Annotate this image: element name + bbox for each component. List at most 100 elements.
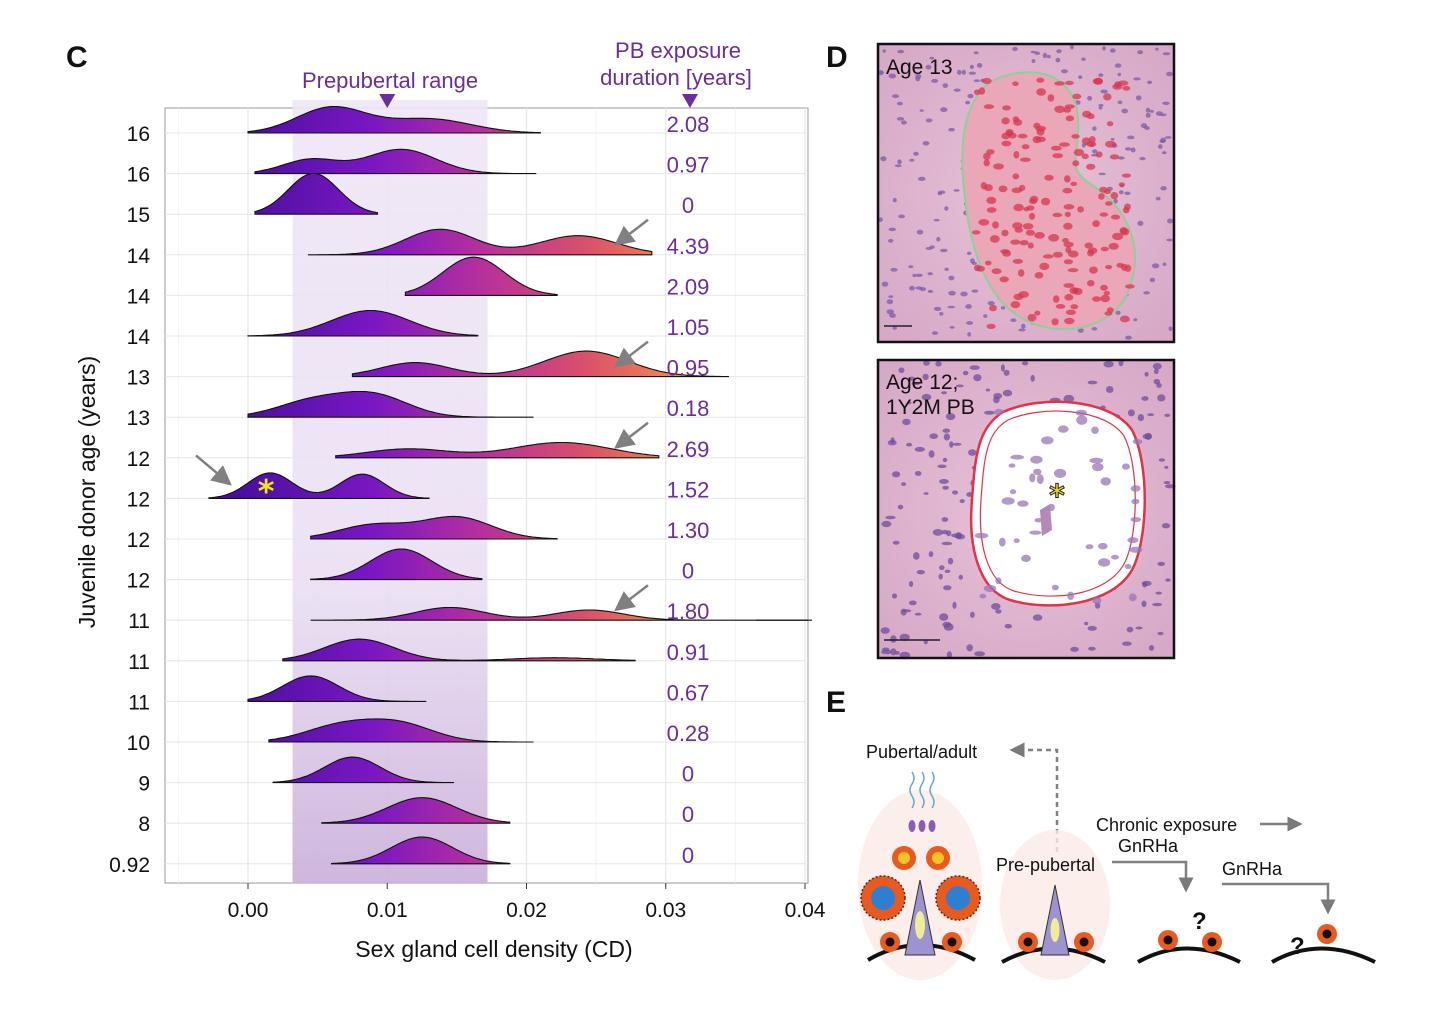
lumenCells-dot-18 <box>995 577 1002 585</box>
nucleiTop-dot-186 <box>1151 263 1160 269</box>
lumenCells-dot-24 <box>979 593 987 599</box>
nucleiTop-dot-245 <box>973 79 980 83</box>
nucleiBottom-dot-58 <box>1157 631 1164 636</box>
ridge-17 <box>321 797 511 824</box>
redCellsTop-dot-148 <box>1114 81 1121 88</box>
pb-label-3: 4.39 <box>667 234 710 259</box>
nucleiTop-dot-125 <box>1077 328 1084 333</box>
redCellsTop-dot-124 <box>1012 173 1020 180</box>
nucleiTop-dot-5 <box>912 273 917 278</box>
prepubertal-range-label: Prepubertal range <box>302 68 478 93</box>
redCellsTop-dot-168 <box>1084 242 1093 249</box>
nucleiBottom-dot-196 <box>939 565 945 571</box>
nucleiTop-dot-208 <box>957 69 962 75</box>
redCellsTop-dot-54 <box>993 163 1004 170</box>
redCellsTop-dot-155 <box>1065 115 1075 122</box>
nucleiTop-dot-109 <box>1078 75 1083 79</box>
nucleiTop-dot-187 <box>891 94 900 99</box>
nucleiTop-dot-133 <box>922 141 930 146</box>
lumenCells-dot-39 <box>1029 530 1042 535</box>
nucleiBottom-dot-42 <box>1155 591 1162 595</box>
lumenCells-dot-2 <box>1076 415 1088 425</box>
nucleiBottom-dot-176 <box>1070 646 1079 652</box>
redCellsTop-dot-137 <box>1012 258 1024 264</box>
nucleiTop-dot-145 <box>1121 108 1128 114</box>
nucleiBottom-dot-123 <box>914 471 922 476</box>
pb-label-15: 0.28 <box>667 721 710 746</box>
nucleiBottom-dot-126 <box>1142 433 1152 440</box>
redCellsTop-dot-10 <box>1067 268 1079 273</box>
nucleiTop-dot-110 <box>1115 310 1121 315</box>
pb-label-5: 1.05 <box>667 315 710 340</box>
ridge-4 <box>404 256 558 296</box>
nucleiTop-dot-65 <box>967 93 974 99</box>
nucleiBottom-dot-148 <box>943 585 952 591</box>
nucleiTop-dot-32 <box>961 69 967 75</box>
nucleiTop-dot-228 <box>909 158 915 162</box>
lumenCells-dot-30 <box>1029 473 1036 483</box>
pb-label-1: 0.97 <box>667 153 710 178</box>
nucleiTop-dot-206 <box>933 306 942 311</box>
redCellsTop-dot-164 <box>1013 293 1024 301</box>
redCellsTop-dot-5 <box>1103 93 1112 101</box>
redCellsTop-dot-34 <box>986 323 996 329</box>
nucleiBottom-dot-169 <box>952 442 962 446</box>
nucleiTop-dot-82 <box>897 49 905 54</box>
lumenCells-dot-4 <box>1030 455 1043 464</box>
lumenCells-dot-11 <box>1051 584 1059 591</box>
micrograph-age12: * Age 12; 1Y2M PB <box>876 358 1176 660</box>
nucleiBottom-dot-47 <box>942 485 949 490</box>
redCellsTop-dot-100 <box>974 89 981 96</box>
redCellsTop-dot-90 <box>971 230 981 235</box>
redCellsTop-dot-135 <box>1099 186 1108 193</box>
redCellsTop-dot-96 <box>992 221 999 229</box>
question-mark-2: ? <box>1290 933 1305 960</box>
y-tick-7: 13 <box>127 407 150 430</box>
nucleiBottom-dot-83 <box>941 541 953 546</box>
redCellsTop-dot-67 <box>1059 142 1070 147</box>
redCellsTop-dot-126 <box>1052 212 1063 218</box>
lumenCells-dot-6 <box>1008 463 1016 468</box>
arrow-6 <box>614 340 649 368</box>
nucleiTop-dot-53 <box>913 151 919 156</box>
nucleiTop-dot-243 <box>929 245 935 249</box>
nucleiBottom-dot-92 <box>991 603 1001 610</box>
nucleiTop-dot-159 <box>940 107 948 113</box>
redCellsTop-dot-121 <box>991 268 1002 275</box>
ridge-series: * <box>208 105 812 865</box>
lumenCells-dot-9 <box>1132 439 1143 445</box>
redCellsTop-dot-152 <box>1106 121 1114 127</box>
nucleiTop-dot-69 <box>915 273 923 277</box>
redCellsTop-dot-41 <box>1087 280 1095 287</box>
redCellsTop-dot-83 <box>1011 187 1023 194</box>
pb-label-16: 0 <box>682 762 694 787</box>
lumenCells-dot-38 <box>1130 516 1142 523</box>
nucleiBottom-dot-107 <box>923 492 929 495</box>
nucleiTop-dot-16 <box>1087 95 1093 101</box>
nucleiBottom-dot-129 <box>939 613 949 621</box>
lumenCells-dot-22 <box>1009 489 1017 495</box>
redCellsTop-dot-48 <box>1054 105 1066 114</box>
nucleiBottom-dot-82 <box>914 446 925 452</box>
nucleiTop-dot-198 <box>1030 50 1037 54</box>
nucleiBottom-dot-101 <box>944 569 951 573</box>
y-tick-17: 8 <box>138 813 150 836</box>
nucleiBottom-dot-86 <box>906 442 913 447</box>
lumenCells-dot-19 <box>1098 542 1108 550</box>
redCellsTop-dot-101 <box>1064 294 1074 301</box>
redCellsTop-dot-112 <box>1054 81 1065 86</box>
nucleiBottom-dot-157 <box>969 365 980 370</box>
arrow-9 <box>195 454 232 486</box>
highlight-arrows <box>195 218 649 612</box>
nucleiBottom-dot-223 <box>921 393 932 401</box>
pb-header-line2: duration [years] <box>600 65 752 90</box>
nucleiBottom-dot-72 <box>914 612 922 616</box>
redCellsTop-dot-69 <box>1110 214 1121 220</box>
nucleiTop-dot-241 <box>1155 47 1159 51</box>
y-tick-8: 12 <box>127 448 150 471</box>
nucleiTop-dot-231 <box>1018 328 1026 332</box>
redCellsTop-dot-131 <box>1072 287 1079 294</box>
lumenCells-dot-42 <box>1054 468 1067 478</box>
lumenCells-dot-17 <box>1092 597 1102 604</box>
lumenCells-dot-0 <box>1058 425 1069 433</box>
